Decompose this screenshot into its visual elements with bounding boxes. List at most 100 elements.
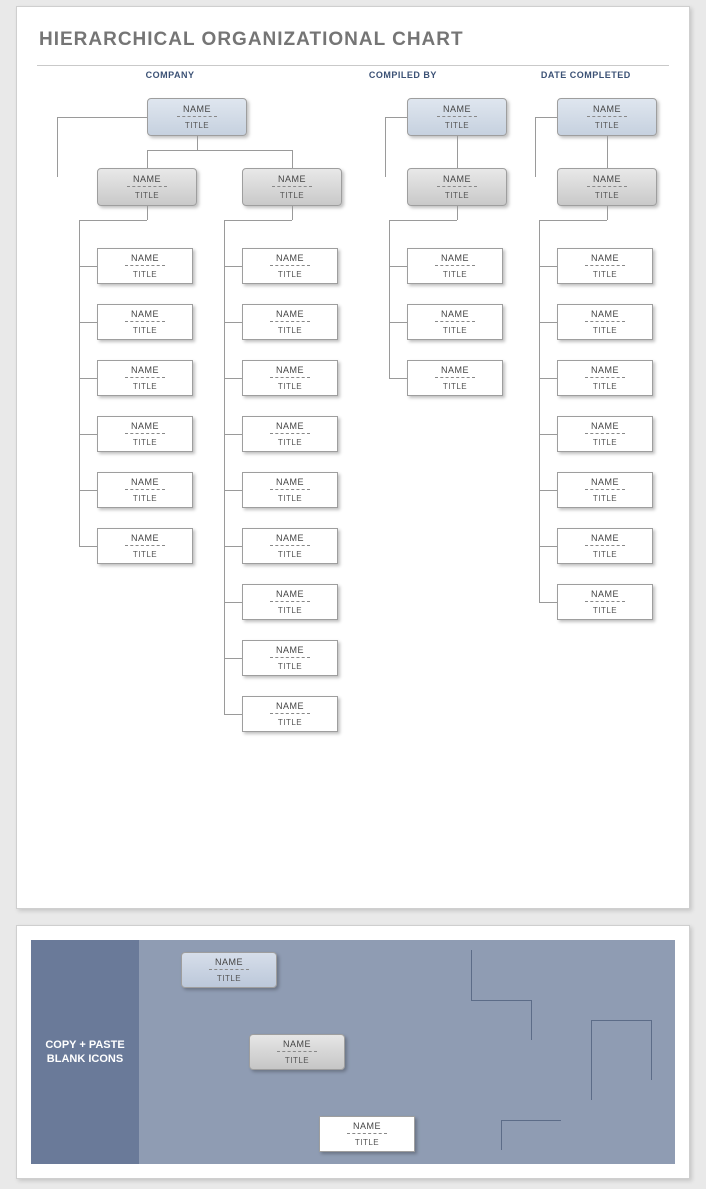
- org-node: NAMETITLE: [242, 416, 338, 452]
- connector-line: [224, 658, 242, 659]
- connector-line: [224, 378, 242, 379]
- connector-line: [224, 490, 242, 491]
- blank-icons-sheet: COPY + PASTEBLANK ICONS NAMETITLE NAMETIT…: [16, 925, 690, 1179]
- connector-line: [147, 150, 292, 151]
- org-node: NAMETITLE: [407, 98, 507, 136]
- connector-line: [535, 117, 557, 118]
- connector-line: [539, 546, 557, 547]
- connector-line: [539, 490, 557, 491]
- org-node: NAMETITLE: [147, 98, 247, 136]
- sample-node: NAMETITLE: [249, 1034, 345, 1070]
- connector-line: [591, 1020, 651, 1021]
- connector-line: [79, 220, 147, 221]
- connector-line: [539, 378, 557, 379]
- page-title: HIERARCHICAL ORGANIZATIONAL CHART: [39, 29, 669, 51]
- org-node: NAMETITLE: [97, 416, 193, 452]
- connector-line: [57, 117, 147, 118]
- org-node: NAMETITLE: [97, 304, 193, 340]
- connector-line: [539, 220, 607, 221]
- connector-line: [389, 220, 457, 221]
- connector-line: [471, 950, 472, 1000]
- connector-line: [539, 322, 557, 323]
- connector-line: [292, 206, 293, 220]
- sample-node: NAMETITLE: [181, 952, 277, 988]
- connector-line: [79, 546, 97, 547]
- header-company: COMPANY: [37, 70, 303, 80]
- org-node: NAMETITLE: [557, 168, 657, 206]
- org-node: NAMETITLE: [242, 360, 338, 396]
- connector-line: [389, 378, 407, 379]
- connector-line: [471, 1000, 531, 1001]
- org-node: NAMETITLE: [242, 584, 338, 620]
- org-node: NAMETITLE: [557, 416, 653, 452]
- connector-line: [389, 266, 407, 267]
- connector-line: [539, 220, 540, 602]
- connector-line: [292, 150, 293, 168]
- connector-line: [385, 117, 386, 177]
- connector-line: [535, 117, 536, 177]
- connector-line: [607, 136, 608, 168]
- org-node: NAMETITLE: [97, 168, 197, 206]
- connector-line: [224, 322, 242, 323]
- connector-line: [457, 206, 458, 220]
- org-node: NAMETITLE: [242, 248, 338, 284]
- org-chart-sheet: HIERARCHICAL ORGANIZATIONAL CHART COMPAN…: [16, 6, 690, 909]
- connector-line: [651, 1020, 652, 1080]
- connector-line: [224, 602, 242, 603]
- org-node: NAMETITLE: [97, 360, 193, 396]
- org-node: NAMETITLE: [407, 304, 503, 340]
- connector-line: [147, 206, 148, 220]
- connector-line: [389, 220, 390, 378]
- connector-line: [539, 602, 557, 603]
- connector-line: [501, 1120, 502, 1150]
- connector-line: [79, 378, 97, 379]
- connector-line: [224, 220, 225, 714]
- org-node: NAMETITLE: [242, 696, 338, 732]
- connector-line: [531, 1000, 532, 1040]
- org-node: NAMETITLE: [557, 584, 653, 620]
- connector-line: [224, 266, 242, 267]
- org-node: NAMETITLE: [242, 168, 342, 206]
- blank-icons-panel: COPY + PASTEBLANK ICONS NAMETITLE NAMETIT…: [31, 940, 675, 1164]
- org-node: NAMETITLE: [407, 168, 507, 206]
- connector-line: [79, 434, 97, 435]
- org-node: NAMETITLE: [97, 472, 193, 508]
- connector-line: [539, 266, 557, 267]
- connector-line: [197, 136, 198, 150]
- connector-line: [224, 546, 242, 547]
- org-node: NAMETITLE: [242, 640, 338, 676]
- org-node: NAMETITLE: [242, 528, 338, 564]
- header-date: DATE COMPLETED: [503, 70, 669, 80]
- org-node: NAMETITLE: [557, 304, 653, 340]
- header-row: COMPANY COMPILED BY DATE COMPLETED: [37, 65, 669, 80]
- connector-line: [224, 220, 292, 221]
- connector-line: [57, 117, 58, 177]
- connector-line: [501, 1120, 561, 1121]
- org-node: NAMETITLE: [97, 248, 193, 284]
- org-node: NAMETITLE: [97, 528, 193, 564]
- org-node: NAMETITLE: [557, 360, 653, 396]
- connector-line: [147, 150, 148, 168]
- connector-line: [457, 136, 458, 168]
- org-node: NAMETITLE: [407, 360, 503, 396]
- chart-canvas: NAMETITLE NAMETITLE NAMETITLE NAMETITLE NAME…: [37, 98, 671, 878]
- connector-line: [224, 714, 242, 715]
- connector-line: [79, 322, 97, 323]
- connector-line: [79, 266, 97, 267]
- connector-line: [79, 490, 97, 491]
- org-node: NAMETITLE: [557, 248, 653, 284]
- sample-node: NAMETITLE: [319, 1116, 415, 1152]
- org-node: NAMETITLE: [557, 528, 653, 564]
- connector-line: [539, 434, 557, 435]
- connector-line: [389, 322, 407, 323]
- org-node: NAMETITLE: [242, 304, 338, 340]
- org-node: NAMETITLE: [407, 248, 503, 284]
- connector-line: [607, 206, 608, 220]
- connector-line: [79, 220, 80, 546]
- org-node: NAMETITLE: [557, 98, 657, 136]
- org-node: NAMETITLE: [242, 472, 338, 508]
- panel-side-label: COPY + PASTEBLANK ICONS: [31, 940, 139, 1164]
- connector-line: [385, 117, 407, 118]
- org-node: NAMETITLE: [557, 472, 653, 508]
- connector-line: [591, 1020, 592, 1100]
